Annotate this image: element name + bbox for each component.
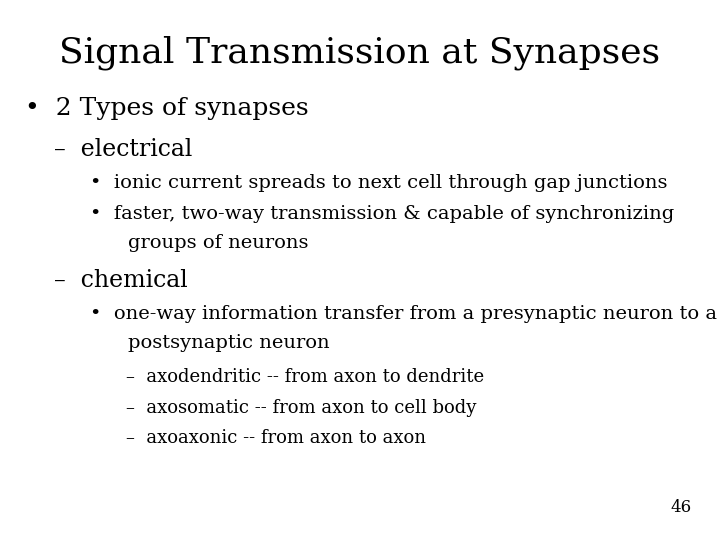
- Text: groups of neurons: groups of neurons: [103, 234, 308, 252]
- Text: postsynaptic neuron: postsynaptic neuron: [103, 334, 330, 352]
- Text: •  2 Types of synapses: • 2 Types of synapses: [25, 97, 309, 120]
- Text: –  chemical: – chemical: [54, 269, 188, 292]
- Text: •  faster, two-way transmission & capable of synchronizing: • faster, two-way transmission & capable…: [90, 205, 674, 223]
- Text: Signal Transmission at Synapses: Signal Transmission at Synapses: [60, 35, 660, 70]
- Text: •  one-way information transfer from a presynaptic neuron to a: • one-way information transfer from a pr…: [90, 305, 717, 323]
- Text: –  electrical: – electrical: [54, 138, 192, 161]
- Text: –  axoaxonic -- from axon to axon: – axoaxonic -- from axon to axon: [126, 429, 426, 447]
- Text: –  axosomatic -- from axon to cell body: – axosomatic -- from axon to cell body: [126, 399, 477, 416]
- Text: 46: 46: [670, 499, 691, 516]
- Text: –  axodendritic -- from axon to dendrite: – axodendritic -- from axon to dendrite: [126, 368, 484, 386]
- Text: •  ionic current spreads to next cell through gap junctions: • ionic current spreads to next cell thr…: [90, 174, 667, 192]
